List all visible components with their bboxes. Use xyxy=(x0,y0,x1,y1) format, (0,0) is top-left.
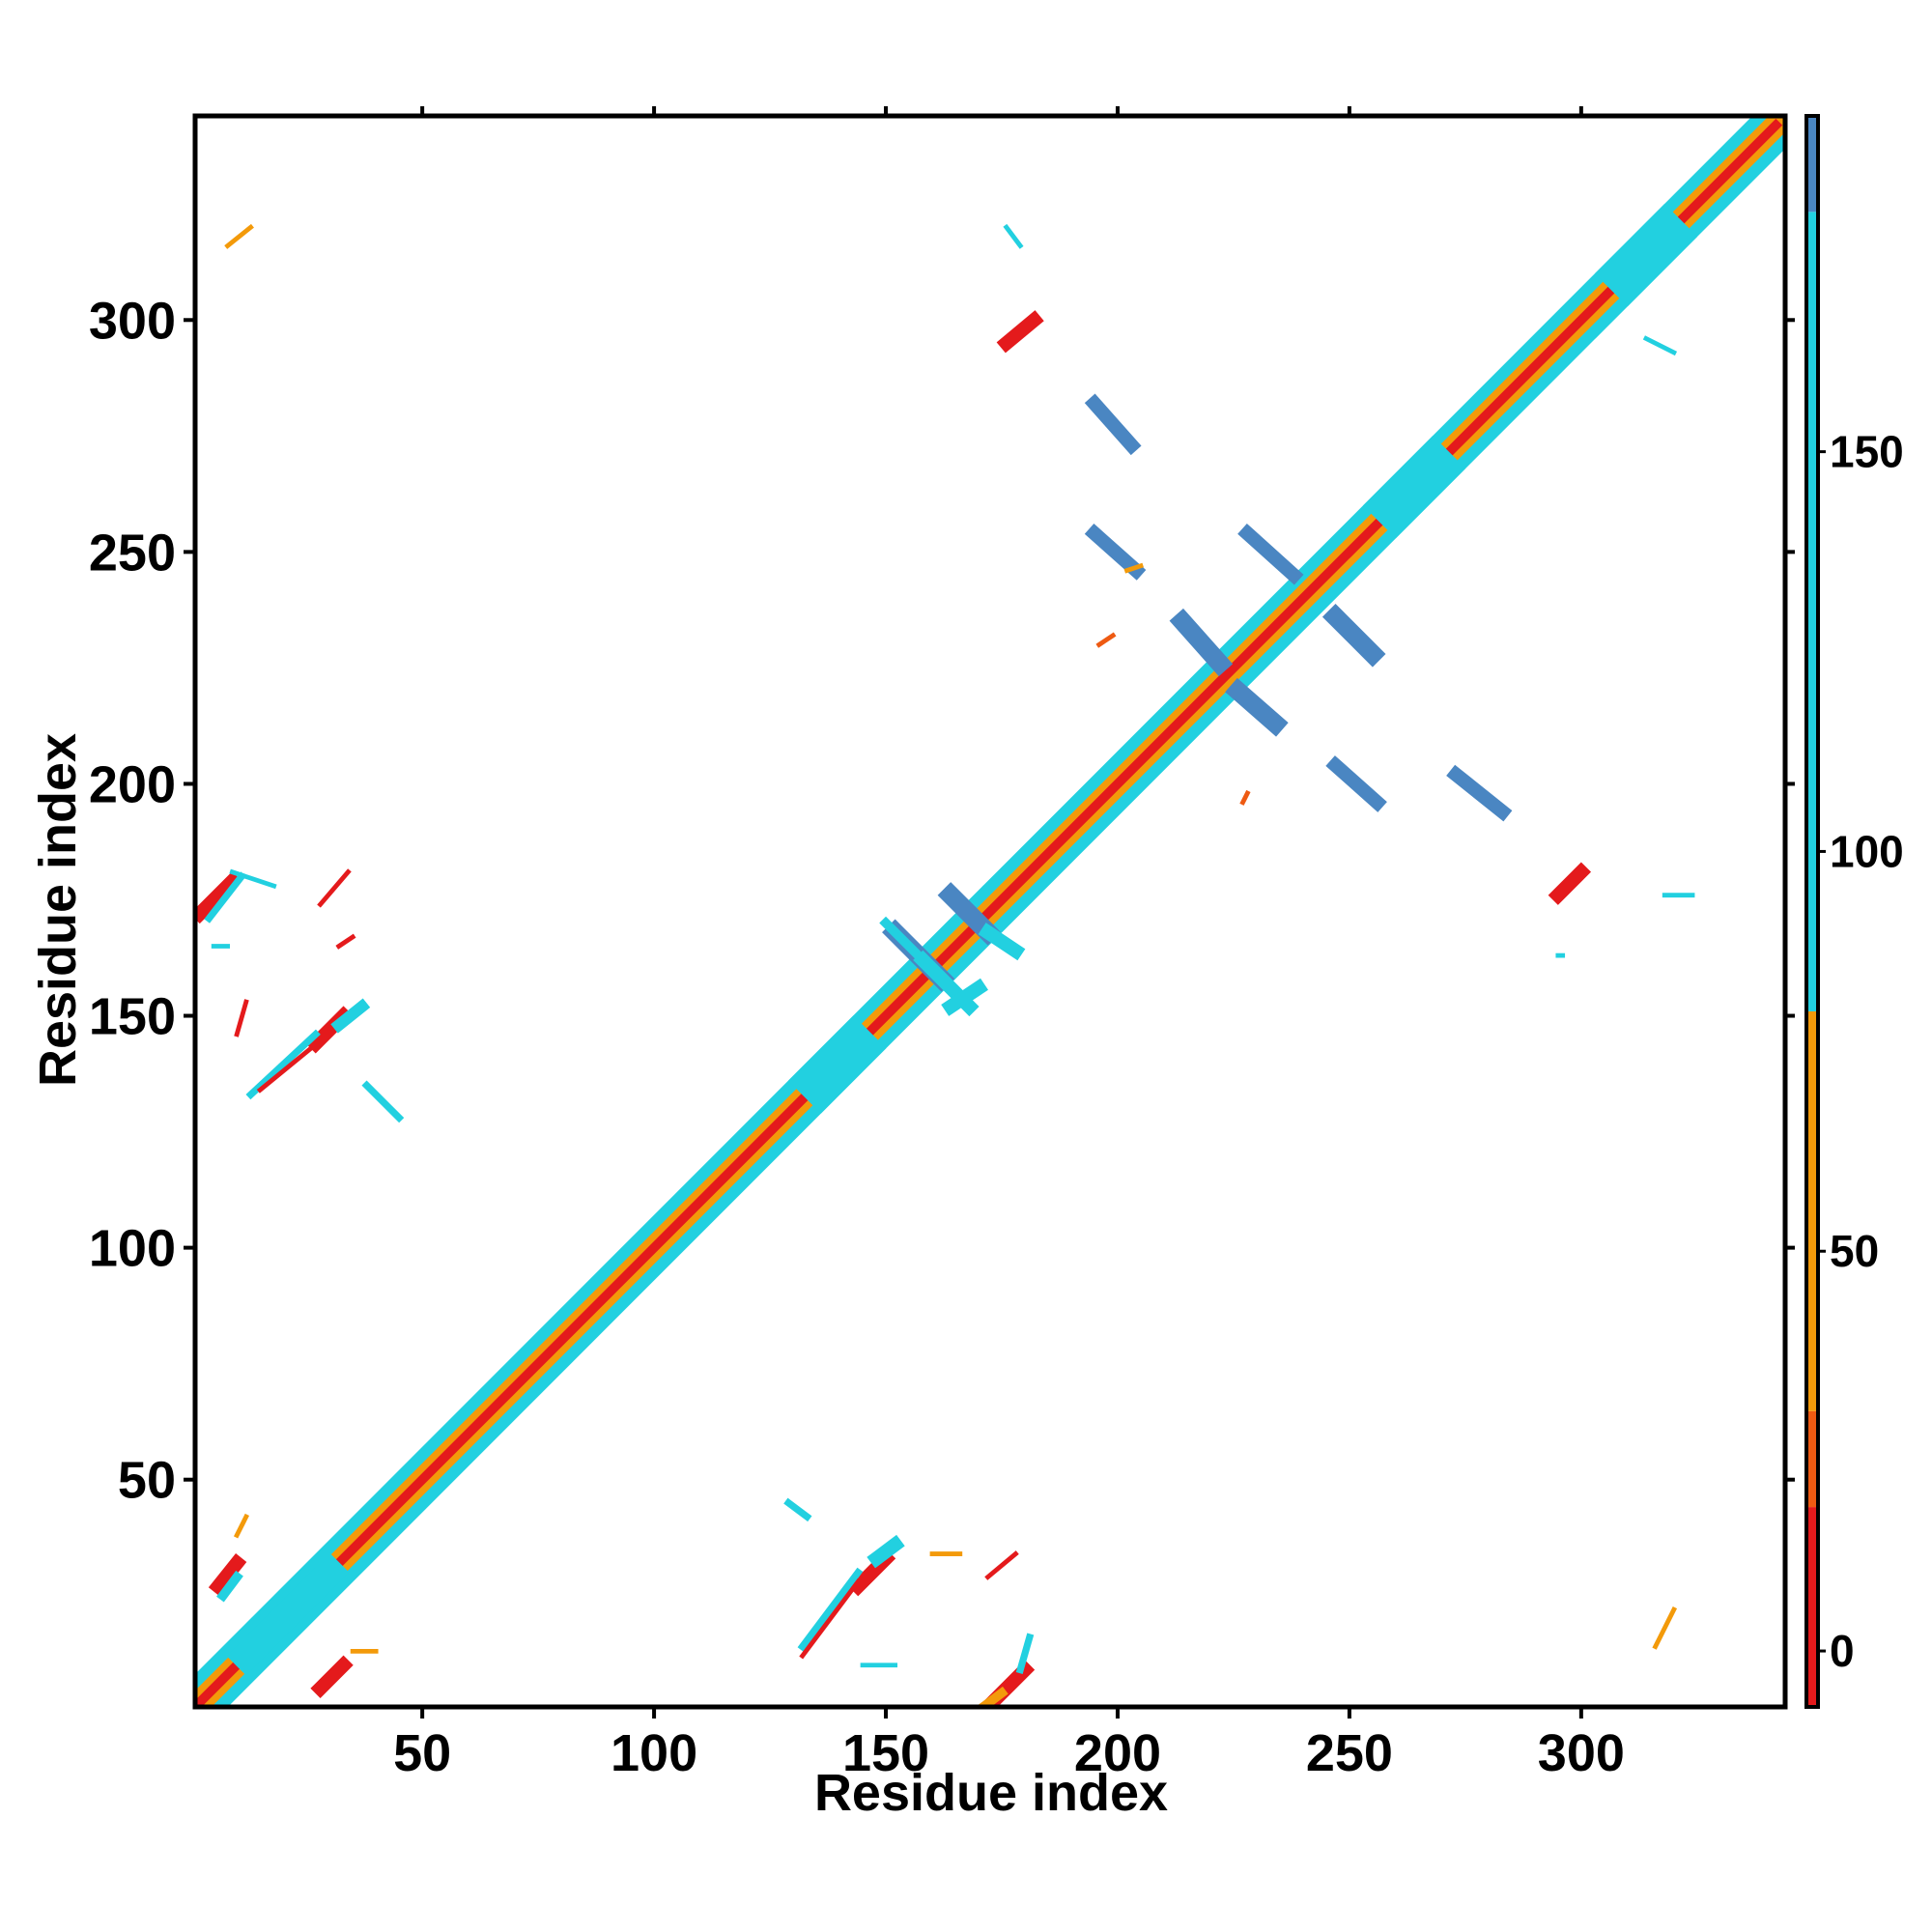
contact-segment xyxy=(996,310,1044,354)
y-tick-label: 100 xyxy=(89,1220,176,1278)
contact-segment xyxy=(941,978,988,1016)
x-tick-label: 200 xyxy=(1074,1724,1161,1782)
contact-segment xyxy=(799,1577,862,1660)
contact-segment xyxy=(335,933,356,950)
contact-segment xyxy=(229,868,277,890)
x-tick-label: 50 xyxy=(393,1724,451,1782)
contact-segments xyxy=(195,116,1785,1707)
contact-segment xyxy=(310,1655,354,1698)
contact-segment xyxy=(1095,632,1117,648)
contact-segment xyxy=(234,999,249,1037)
contact-segment xyxy=(1237,523,1304,585)
colorbar-tick-label: 100 xyxy=(1830,826,1904,876)
x-axis-title: Residue index xyxy=(814,1764,1168,1822)
colorbar: 0 50 100 150 xyxy=(1804,114,1904,1709)
colorbar-band xyxy=(1806,1507,1818,1707)
y-tick-label: 200 xyxy=(89,755,176,813)
contact-segment xyxy=(195,118,1783,1707)
contact-segment xyxy=(226,1552,350,1676)
colorbar-tick-label: 50 xyxy=(1830,1226,1879,1276)
y-tick-label: 300 xyxy=(89,292,176,350)
contact-segment xyxy=(245,1029,321,1100)
contact-segment xyxy=(256,1044,315,1094)
colorbar-band xyxy=(1806,116,1818,213)
contact-segment xyxy=(233,1513,250,1539)
colorbar-border xyxy=(1804,114,1820,1709)
x-axis-ticks: 50 100 150 200 250 300 xyxy=(393,106,1625,1782)
contact-segment xyxy=(317,868,352,908)
plot-frame xyxy=(192,113,1788,1710)
y-axis-ticks: 50 100 150 200 250 300 xyxy=(89,292,1795,1510)
contact-segment xyxy=(797,1567,864,1652)
contact-segment xyxy=(1003,223,1024,249)
contact-segment xyxy=(867,1534,905,1569)
y-tick-label: 250 xyxy=(89,524,176,582)
contact-segment xyxy=(330,998,371,1034)
contact-segment xyxy=(1362,436,1466,539)
contact-segment xyxy=(208,1553,247,1597)
contact-segment xyxy=(1169,608,1234,677)
contact-segment xyxy=(1225,677,1289,737)
heatmap-plot-area xyxy=(195,116,1785,1707)
contact-segment xyxy=(1123,562,1144,574)
x-tick-label: 300 xyxy=(1538,1724,1625,1782)
contact-segment xyxy=(361,1080,405,1123)
contact-segment xyxy=(1015,1633,1035,1675)
contact-segment xyxy=(937,882,1002,946)
colorbar-tick-label: 150 xyxy=(1830,427,1904,477)
contact-segment xyxy=(195,871,242,924)
colorbar-band xyxy=(1806,1010,1818,1411)
plot-border xyxy=(192,113,1788,1710)
contact-segment xyxy=(1642,335,1678,356)
x-tick-label: 250 xyxy=(1306,1724,1393,1782)
colorbar-tick-label: 0 xyxy=(1830,1626,1855,1676)
contact-segment xyxy=(783,1497,812,1522)
contact-segment xyxy=(1594,203,1698,307)
colorbar-band xyxy=(1806,212,1818,1011)
contact-segment xyxy=(204,871,247,923)
y-tick-label: 50 xyxy=(118,1452,176,1510)
contact-segment xyxy=(216,1570,243,1603)
contact-segment xyxy=(1325,755,1387,812)
contact-segment xyxy=(1548,862,1592,905)
contact-segment xyxy=(1239,789,1251,806)
colorbar-band xyxy=(1806,1410,1818,1508)
contact-segment xyxy=(1446,764,1513,822)
x-tick-label: 150 xyxy=(842,1724,929,1782)
contact-segment xyxy=(984,1550,1019,1580)
contact-segment xyxy=(1084,393,1142,456)
x-tick-label: 100 xyxy=(611,1724,697,1782)
y-axis-title: Residue index xyxy=(29,733,87,1087)
contact-segment xyxy=(1321,604,1386,668)
contact-segment xyxy=(787,1015,887,1114)
contact-segment xyxy=(1084,523,1147,581)
contact-segment xyxy=(224,223,254,249)
contact-segment xyxy=(978,923,1026,961)
contact-segment xyxy=(1652,1605,1678,1650)
y-tick-label: 150 xyxy=(89,988,176,1046)
